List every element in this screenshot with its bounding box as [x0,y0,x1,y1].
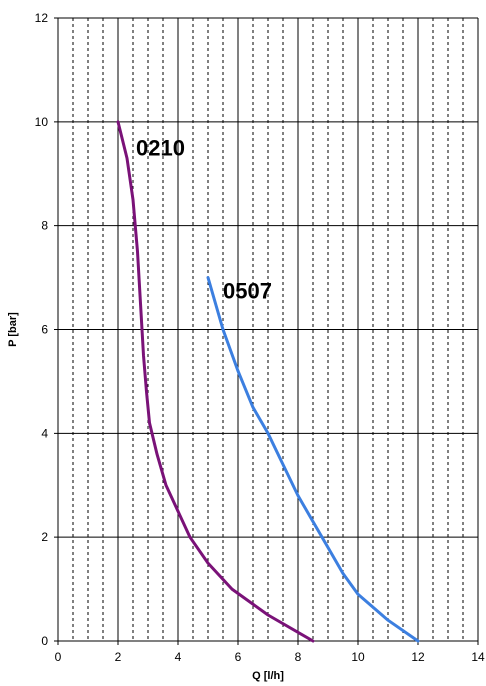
series-labels: 0210 0507 [136,136,272,304]
series-line-0507 [206,276,420,643]
y-tick-label: 2 [41,530,48,544]
x-tick-label: 0 [55,650,62,664]
y-tick-label: 4 [41,426,48,440]
x-tick-label: 4 [175,650,182,664]
y-tick-label: 12 [35,11,49,25]
tick-labels: 0 2 4 6 8 10 12 14 0 2 4 6 8 10 12 [35,11,485,664]
x-tick-label: 2 [115,650,122,664]
series-label: 0507 [223,278,272,303]
x-tick-label: 6 [235,650,242,664]
x-tick-label: 8 [295,650,302,664]
y-tick-label: 10 [35,115,49,129]
x-axis-title: Q [l/h] [252,670,284,682]
series-lines [116,120,420,643]
series-line-0210 [116,120,315,643]
x-tick-label: 14 [471,650,485,664]
series-label: 0210 [136,136,185,161]
x-tick-label: 12 [411,650,425,664]
y-tick-label: 8 [41,219,48,233]
x-tick-label: 10 [351,650,365,664]
y-tick-label: 6 [41,323,48,337]
y-axis-title: P [bar] [7,312,19,347]
y-tick-label: 0 [41,634,48,648]
